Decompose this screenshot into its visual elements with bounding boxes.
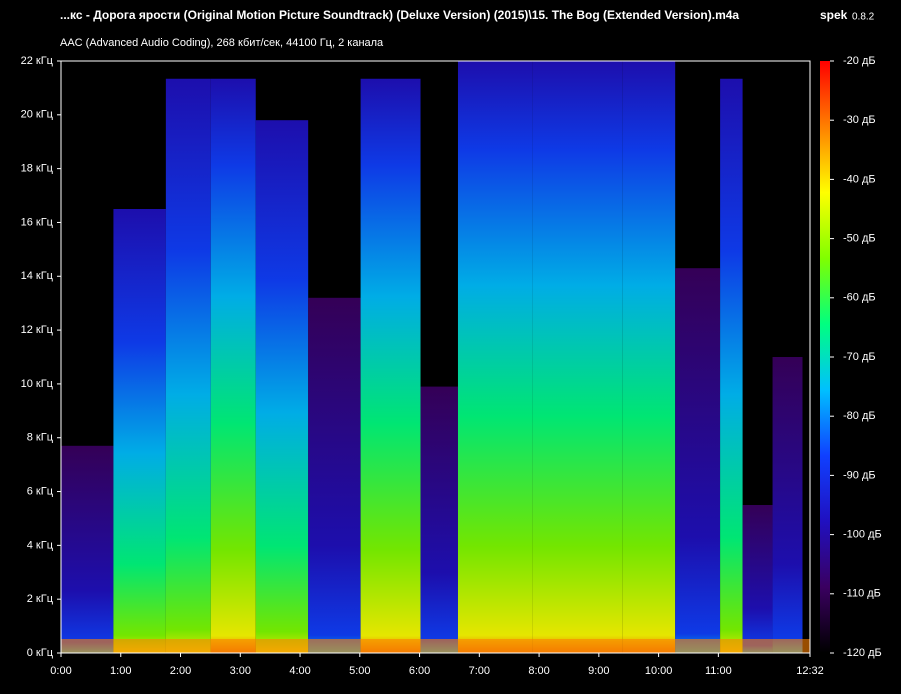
spectrum-band [420, 386, 458, 653]
z-tick-label: -110 дБ [843, 588, 881, 600]
spectrum-band [772, 357, 803, 653]
spectrum-band [457, 61, 533, 653]
z-tick-label: -20 дБ [843, 55, 876, 67]
spectrum-band [113, 209, 166, 653]
z-tick-label: -40 дБ [843, 173, 876, 185]
x-tick-label: 2:00 [170, 665, 191, 677]
x-tick-label: 5:00 [349, 665, 370, 677]
spectrum-band [255, 120, 309, 653]
plot-frame [60, 60, 811, 654]
spectrum-band [165, 78, 211, 653]
y-tick-label: 8 кГц [27, 432, 54, 444]
z-tick-label: -50 дБ [843, 233, 876, 245]
z-tick-label: -120 дБ [843, 647, 882, 659]
x-tick-label: 11:00 [705, 665, 732, 677]
x-tick-label: 3:00 [230, 665, 251, 677]
x-tick-label: 4:00 [289, 665, 310, 677]
spectrum-band [622, 61, 676, 653]
spectrum-band [61, 445, 114, 653]
color-bar [820, 61, 830, 653]
y-tick-label: 16 кГц [21, 216, 54, 228]
subtitle: AAC (Advanced Audio Coding), 268 кбит/се… [60, 37, 384, 49]
x-tick-label: 9:00 [588, 665, 609, 677]
file-title: ...кс - Дорога ярости (Original Motion P… [60, 8, 739, 22]
spectrum-band [675, 268, 721, 653]
z-tick-label: -100 дБ [843, 529, 882, 541]
spectrum-band [742, 505, 773, 653]
y-tick-label: 22 кГц [21, 55, 54, 67]
z-tick-label: -80 дБ [843, 410, 876, 422]
spectrum-band [532, 61, 623, 653]
x-tick-label: 8:00 [528, 665, 549, 677]
y-tick-label: 12 кГц [21, 324, 54, 336]
z-tick-label: -60 дБ [843, 292, 876, 304]
app-name: spek [820, 8, 848, 22]
spectrum-band [720, 78, 743, 653]
x-tick-label: 1:00 [110, 665, 131, 677]
z-tick-label: -70 дБ [843, 351, 876, 363]
spectrogram [61, 61, 810, 653]
y-tick-label: 18 кГц [21, 163, 54, 175]
z-tick-label: -30 дБ [843, 114, 876, 126]
y-tick-label: 4 кГц [27, 539, 54, 551]
x-tick-label: 6:00 [409, 665, 430, 677]
low-energy-strip [61, 639, 810, 653]
spectrum-band [308, 297, 361, 653]
x-tick-label: 7:00 [469, 665, 490, 677]
y-tick-label: 0 кГц [27, 647, 54, 659]
y-tick-label: 14 кГц [21, 270, 54, 282]
y-tick-label: 20 кГц [21, 109, 54, 121]
spectrum-band [360, 78, 421, 653]
x-tick-label: 0:00 [50, 665, 71, 677]
x-tick-label: 12:32 [796, 665, 824, 677]
spectrum-band [210, 78, 256, 653]
y-tick-label: 10 кГц [21, 378, 54, 390]
z-tick-label: -90 дБ [843, 469, 876, 481]
x-tick-label: 10:00 [645, 665, 673, 677]
y-tick-label: 6 кГц [27, 485, 54, 497]
app-version: 0.8.2 [852, 12, 875, 23]
y-tick-label: 2 кГц [27, 593, 54, 605]
